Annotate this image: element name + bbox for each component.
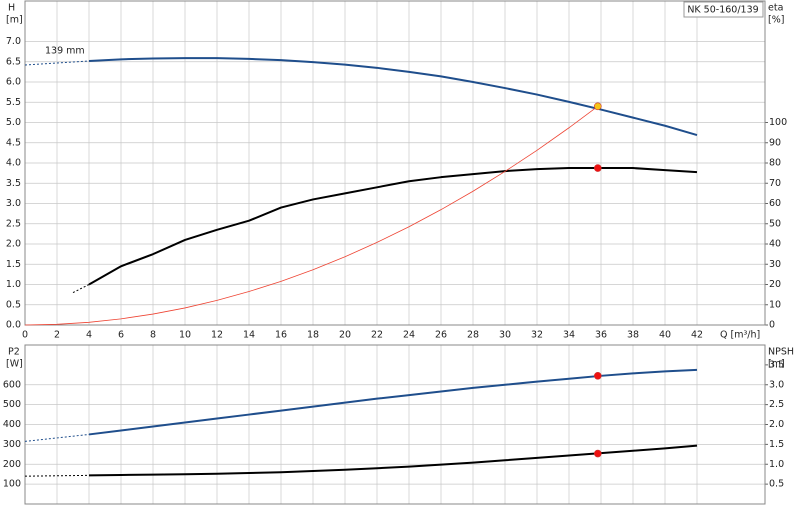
y2-tick-label: 30 — [769, 259, 781, 270]
y2-tick-label: 70 — [769, 178, 781, 189]
x-tick-label: 26 — [435, 330, 447, 341]
chart-title: NK 50-160/139 — [687, 5, 758, 16]
y-tick-label: 6.5 — [6, 56, 21, 67]
y-axis-unit: [m] — [6, 15, 23, 26]
y2-tick-label: 1.0 — [769, 459, 784, 470]
y2-tick-label: 0.5 — [769, 479, 784, 490]
y2-tick-label: 40 — [769, 239, 781, 250]
y-tick-label: 6.0 — [6, 77, 21, 88]
plot-frame — [24, 0, 766, 326]
x-tick-label: 2 — [54, 330, 60, 341]
y-tick-label: 3.0 — [6, 198, 21, 209]
y-tick-label: 0.0 — [6, 320, 21, 331]
y2-axis-unit: [m] — [768, 359, 785, 370]
y-tick-label: 5.5 — [6, 97, 21, 108]
x-tick-label: 6 — [118, 330, 124, 341]
y2-tick-label: 100 — [769, 117, 787, 128]
x-tick-label: 28 — [467, 330, 479, 341]
y-tick-label: 200 — [3, 459, 21, 470]
y-tick-label: 2.5 — [6, 218, 21, 229]
y2-tick-label: 2.5 — [769, 399, 784, 410]
x-tick-label: 8 — [150, 330, 156, 341]
y2-tick-label: 0 — [769, 320, 775, 331]
x-tick-label: 32 — [531, 330, 543, 341]
y-tick-label: 2.0 — [6, 239, 21, 250]
operating-point — [593, 102, 602, 111]
curve — [24, 433, 90, 442]
title-box — [683, 1, 764, 18]
curve — [88, 167, 698, 286]
y-tick-label: 400 — [3, 419, 21, 430]
y2-axis-label: eta — [768, 3, 783, 14]
y-axis-label: H — [8, 3, 15, 14]
y2-tick-label: 3.5 — [769, 359, 784, 370]
curve — [24, 474, 90, 477]
y2-tick-label: 60 — [769, 198, 781, 209]
x-tick-label: 12 — [211, 330, 223, 341]
y-tick-label: 0.5 — [6, 299, 21, 310]
curve — [88, 57, 698, 137]
y-tick-label: 500 — [3, 399, 21, 410]
x-tick-label: 38 — [627, 330, 639, 341]
x-tick-label: 20 — [339, 330, 351, 341]
y-axis-unit: [W] — [6, 359, 23, 370]
y-tick-label: 7.0 — [6, 36, 21, 47]
curve — [24, 105, 599, 326]
y-tick-label: 100 — [3, 479, 21, 490]
x-tick-label: 36 — [595, 330, 607, 341]
y2-tick-label: 80 — [769, 158, 781, 169]
x-tick-label: 14 — [243, 330, 255, 341]
x-tick-label: 0 — [22, 330, 28, 341]
y-tick-label: 600 — [3, 379, 21, 390]
x-tick-label: 34 — [563, 330, 575, 341]
y2-tick-label: 3.0 — [769, 379, 784, 390]
y-tick-label: 1.5 — [6, 259, 21, 270]
curve — [24, 60, 90, 66]
y2-tick-label: 10 — [769, 299, 781, 310]
y-tick-label: 3.5 — [6, 178, 21, 189]
x-tick-label: 30 — [499, 330, 511, 341]
y2-tick-label: 1.5 — [769, 439, 784, 450]
x-tick-label: 16 — [275, 330, 287, 341]
x-tick-label: 42 — [691, 330, 703, 341]
y2-tick-label: 20 — [769, 279, 781, 290]
x-tick-label: 22 — [371, 330, 383, 341]
y2-axis-label: NPSH — [768, 347, 794, 358]
operating-point — [593, 372, 602, 380]
x-tick-label: 10 — [179, 330, 191, 341]
plot-frame — [24, 344, 766, 505]
y-tick-label: 300 — [3, 439, 21, 450]
y2-tick-label: 90 — [769, 137, 781, 148]
y-tick-label: 4.0 — [6, 158, 21, 169]
operating-point — [593, 449, 602, 458]
curve — [72, 284, 90, 294]
y-tick-label: 4.5 — [6, 137, 21, 148]
y2-tick-label: 2.0 — [769, 419, 784, 430]
y2-axis-unit: [%] — [768, 15, 784, 26]
x-axis-label: Q [m³/h] — [720, 330, 760, 341]
x-tick-label: 18 — [307, 330, 319, 341]
y-axis-label: P2 — [8, 347, 20, 358]
y-tick-label: 1.0 — [6, 279, 21, 290]
operating-point — [593, 164, 602, 172]
y-tick-label: 5.0 — [6, 117, 21, 128]
curve — [88, 444, 698, 477]
y2-tick-label: 50 — [769, 218, 781, 229]
curve-annotation: 139 mm — [45, 46, 85, 57]
x-tick-label: 24 — [403, 330, 415, 341]
x-tick-label: 4 — [86, 330, 92, 341]
x-tick-label: 40 — [659, 330, 671, 341]
